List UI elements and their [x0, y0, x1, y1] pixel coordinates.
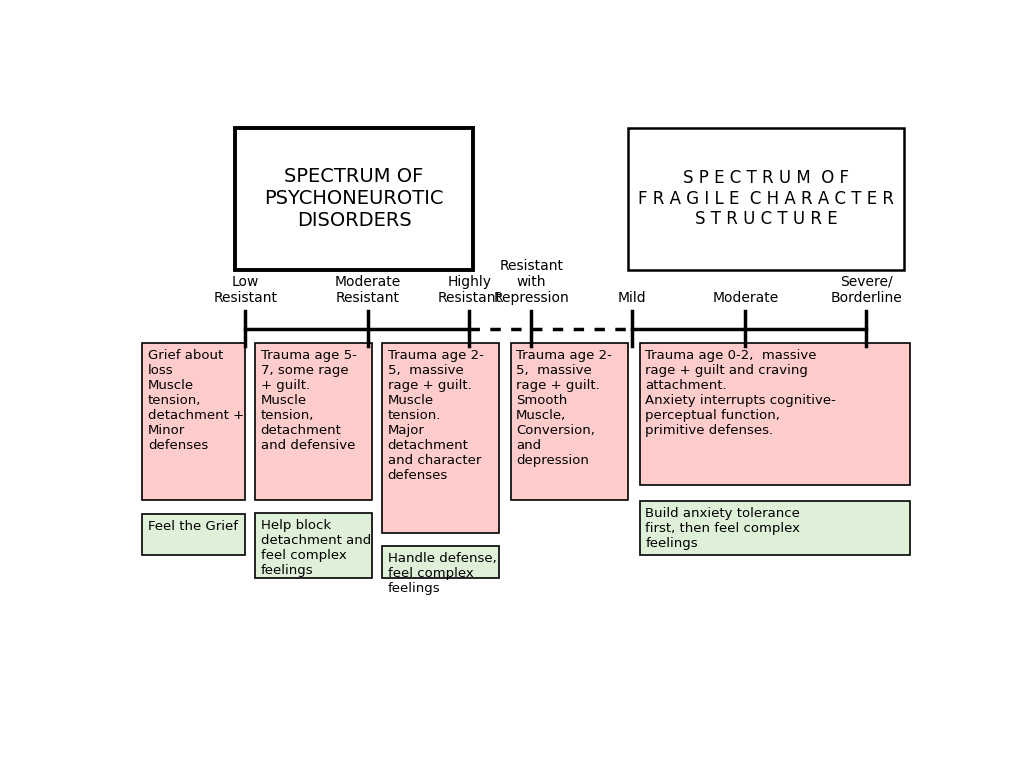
Text: Grief about
loss
Muscle
tension,
detachment +
Minor
defenses: Grief about loss Muscle tension, detachm… [147, 349, 244, 452]
Text: S P E C T R U M  O F
F R A G I L E  C H A R A C T E R
S T R U C T U R E: S P E C T R U M O F F R A G I L E C H A … [638, 169, 894, 228]
Text: Build anxiety tolerance
first, then feel complex
feelings: Build anxiety tolerance first, then feel… [645, 508, 801, 551]
Text: Trauma age 5-
7, some rage
+ guilt.
Muscle
tension,
detachment
and defensive: Trauma age 5- 7, some rage + guilt. Musc… [260, 349, 356, 452]
FancyBboxPatch shape [382, 343, 500, 533]
Text: Trauma age 2-
5,  massive
rage + guilt.
Smooth
Muscle,
Conversion,
and
depressio: Trauma age 2- 5, massive rage + guilt. S… [516, 349, 612, 468]
Text: Help block
detachment and
feel complex
feelings: Help block detachment and feel complex f… [260, 519, 371, 577]
Text: SPECTRUM OF
PSYCHONEUROTIC
DISORDERS: SPECTRUM OF PSYCHONEUROTIC DISORDERS [264, 167, 444, 230]
FancyBboxPatch shape [142, 343, 246, 500]
FancyBboxPatch shape [511, 343, 628, 500]
Text: Trauma age 0-2,  massive
rage + guilt and craving
attachment.
Anxiety interrupts: Trauma age 0-2, massive rage + guilt and… [645, 349, 837, 438]
Text: Highly
Resistant: Highly Resistant [437, 275, 502, 305]
FancyBboxPatch shape [142, 515, 246, 554]
Text: Resistant
with
Repression: Resistant with Repression [494, 259, 569, 305]
Text: Low
Resistant: Low Resistant [213, 275, 278, 305]
FancyBboxPatch shape [255, 343, 373, 500]
Text: Moderate: Moderate [713, 291, 778, 305]
FancyBboxPatch shape [640, 502, 909, 554]
Text: Trauma age 2-
5,  massive
rage + guilt.
Muscle
tension.
Major
detachment
and cha: Trauma age 2- 5, massive rage + guilt. M… [387, 349, 483, 482]
FancyBboxPatch shape [628, 127, 904, 270]
FancyBboxPatch shape [255, 513, 373, 578]
FancyBboxPatch shape [382, 546, 500, 578]
FancyBboxPatch shape [640, 343, 909, 485]
Text: Handle defense,
feel complex
feelings: Handle defense, feel complex feelings [387, 551, 497, 594]
FancyBboxPatch shape [236, 127, 473, 270]
Text: Moderate
Resistant: Moderate Resistant [335, 275, 400, 305]
Text: Mild: Mild [617, 291, 646, 305]
Text: Severe/
Borderline: Severe/ Borderline [830, 275, 902, 305]
Text: Feel the Grief: Feel the Grief [147, 520, 238, 533]
